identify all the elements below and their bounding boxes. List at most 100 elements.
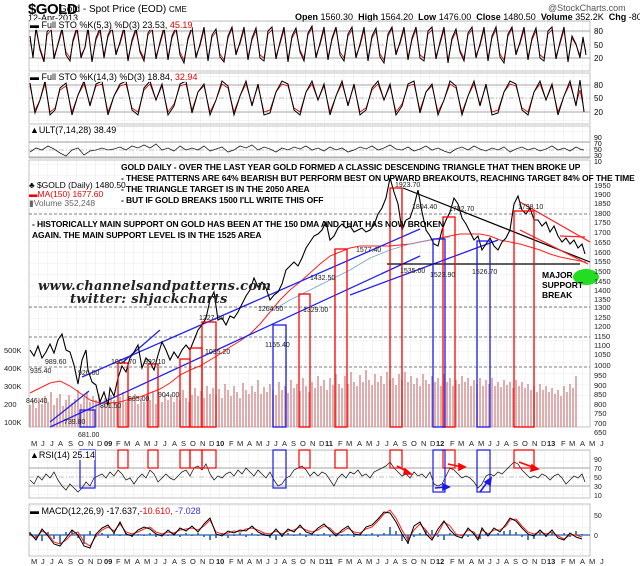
svg-text:J: J [41,557,45,566]
annotation-note-4: - BUT IF GOLD BREAKS 1500 I'LL WRITE THI… [121,195,324,205]
ma-line-icon: ▬ [29,189,38,199]
svg-text:J: J [154,557,158,566]
svg-text:A: A [135,439,140,448]
svg-text:30: 30 [594,153,602,160]
svg-text:A: A [357,557,362,566]
svg-text:M: M [458,557,464,566]
svg-text:70: 70 [594,466,602,473]
legend-line-icon: ▬ [30,506,39,516]
svg-text:D: D [430,557,436,566]
svg-text:J: J [376,439,380,448]
svg-text:1432.50: 1432.50 [310,275,335,282]
svg-text:O: O [190,557,196,566]
svg-text:A: A [282,439,287,448]
svg-text:1550: 1550 [594,257,611,266]
svg-text:926.00: 926.00 [78,370,100,377]
svg-text:M: M [124,439,130,448]
svg-text:1804.40: 1804.40 [412,204,437,211]
svg-text:A: A [504,557,509,566]
svg-text:N: N [200,439,205,448]
svg-text:D: D [97,557,103,566]
svg-text:S: S [513,557,518,566]
svg-text:O: O [411,439,417,448]
svg-text:J: J [600,557,604,566]
ohlc-bar: Open 1560.30 High 1564.20 Low 1476.00 Cl… [295,12,640,22]
chart-date: 12-Apr-2013 [28,13,79,23]
svg-text:1050: 1050 [594,350,611,359]
svg-text:N: N [310,557,315,566]
svg-text:M: M [366,557,372,566]
svg-text:O: O [78,439,84,448]
svg-text:M: M [569,439,575,448]
svg-text:1923.70: 1923.70 [395,182,420,189]
svg-text:1577.40: 1577.40 [356,247,381,254]
svg-text:J: J [376,557,380,566]
svg-text:N: N [310,439,315,448]
svg-text:J: J [50,557,54,566]
svg-text:12: 12 [436,557,444,566]
svg-text:801.50: 801.50 [100,403,122,410]
svg-text:O: O [300,439,306,448]
svg-text:M: M [31,439,37,448]
svg-text:50: 50 [594,147,602,154]
annotation-note-1: GOLD DAILY - OVER THE LAST YEAR GOLD FOR… [121,162,581,172]
svg-text:A: A [135,557,140,566]
svg-text:O: O [522,557,528,566]
svg-text:S: S [68,439,73,448]
svg-text:1300: 1300 [594,303,611,312]
svg-text:N: N [421,557,426,566]
svg-text:1900: 1900 [594,190,611,199]
svg-text:A: A [393,439,398,448]
svg-text:1000: 1000 [594,361,611,370]
svg-text:1600: 1600 [594,248,611,257]
svg-text:09: 09 [104,557,112,566]
svg-text:1329.00: 1329.00 [303,307,328,314]
svg-text:739.80: 739.80 [64,419,86,426]
svg-text:J: J [50,439,54,448]
svg-text:700: 700 [594,419,607,428]
svg-text:1500: 1500 [594,267,611,276]
svg-text:950: 950 [594,371,607,380]
svg-text:1850: 1850 [594,199,611,208]
svg-text:M: M [144,557,150,566]
svg-text:J: J [385,439,389,448]
symbol: $GOLD [28,1,78,18]
svg-text:F: F [229,439,234,448]
svg-text:992.10: 992.10 [144,359,166,366]
support-break-marker [573,269,599,285]
annotation-note-2: - THESE PATTERNS ARE 64% BEARISH BUT PER… [121,173,635,183]
svg-text:10: 10 [216,439,224,448]
svg-text:20: 20 [594,54,603,63]
svg-text:11: 11 [325,439,333,448]
svg-text:1700: 1700 [594,228,611,237]
svg-text:200: 200 [4,400,17,409]
svg-text:O: O [300,557,306,566]
sto1-legend: ▬ Full STO %K(5,3) %D(3) 23.53, 45.19 [30,20,193,30]
macd-legend: ▬ MACD(12,26,9) -17.637,-10.610, -7.028 [30,506,201,516]
svg-text:1264.50: 1264.50 [258,306,283,313]
svg-text:A: A [580,439,585,448]
sto1-panel: 80 50 20 [28,20,603,72]
svg-text:12: 12 [436,439,444,448]
svg-text:70: 70 [594,141,602,148]
svg-text:A: A [580,557,585,566]
website-watermark: www.channelsandpatterns.com [38,279,272,294]
ult-legend: ▲ULT(7,14,28) 38.49 [30,125,117,135]
svg-text:O: O [411,557,417,566]
svg-text:S: S [402,557,407,566]
svg-text:A: A [58,557,63,566]
svg-text:500K: 500K [4,346,22,355]
svg-text:1523.90: 1523.90 [430,272,455,279]
svg-text:100K: 100K [4,418,22,427]
svg-text:F: F [116,439,121,448]
svg-text:80: 80 [594,81,603,90]
svg-text:F: F [450,439,455,448]
svg-text:M: M [31,557,37,566]
svg-text:A: A [172,557,177,566]
svg-text:300K: 300K [4,382,22,391]
svg-text:13: 13 [547,439,555,448]
svg-text:1535.00: 1535.00 [400,268,425,275]
svg-text:1227.50: 1227.50 [199,315,224,322]
svg-text:A: A [469,439,474,448]
rsi-panel: 90 70 50 30 10 [28,449,602,500]
